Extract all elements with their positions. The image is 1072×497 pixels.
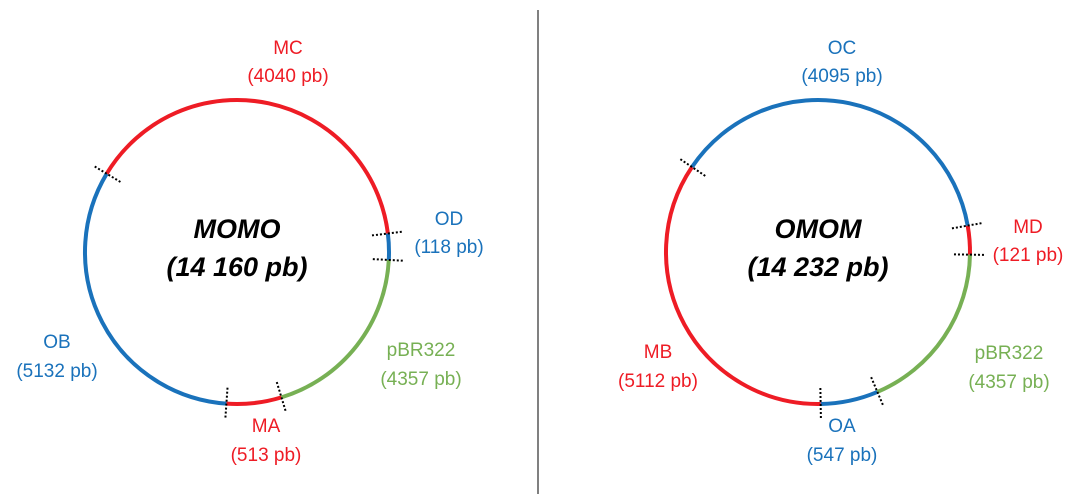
segment-size-pbr322: (4357 pb) [380, 369, 461, 390]
junction-tick [371, 230, 404, 237]
junction-tick [372, 258, 405, 262]
segment-size-od: (118 pb) [414, 237, 483, 258]
segment-arc-od [385, 233, 391, 261]
segment-size-mb: (5112 pb) [618, 371, 698, 392]
junction-tick [224, 387, 229, 420]
segment-label-pbr322: pBR322 [975, 343, 1044, 364]
segment-arc-pbr322 [280, 259, 391, 400]
segment-size-pbr322: (4357 pb) [968, 372, 1049, 393]
segment-arc-mb [664, 165, 821, 406]
segment-arc-md [965, 225, 972, 255]
segment-label-oa: OA [828, 416, 856, 437]
segment-size-ob: (5132 pb) [16, 361, 97, 382]
segment-arc-ma [226, 395, 283, 406]
segment-label-pbr322: pBR322 [387, 340, 456, 361]
segment-arc-mc [104, 98, 390, 234]
segment-label-ma: MA [252, 416, 281, 437]
junction-tick [870, 376, 885, 408]
junction-tick [819, 387, 822, 420]
plasmid-size: (14 232 pb) [747, 252, 888, 282]
segment-size-mc: (4040 pb) [247, 66, 328, 87]
segment-arc-pbr322 [876, 254, 972, 394]
plasmid-size: (14 160 pb) [166, 252, 307, 282]
junction-tick [953, 253, 986, 256]
segment-arc-oa [820, 390, 879, 406]
junction-tick [678, 157, 706, 177]
segment-size-md: (121 pb) [993, 245, 1064, 266]
junction-tick [951, 221, 984, 230]
segment-label-mc: MC [273, 38, 303, 59]
plasmid-name: OMOM [775, 214, 862, 244]
segment-size-oa: (547 pb) [807, 445, 878, 466]
segment-size-oc: (4095 pb) [801, 66, 882, 87]
junction-tick [275, 381, 288, 413]
segment-label-od: OD [435, 209, 464, 230]
junction-tick [92, 164, 121, 183]
segment-size-ma: (513 pb) [231, 445, 302, 466]
segment-arc-ob [83, 172, 227, 406]
segment-label-oc: OC [828, 38, 857, 59]
plasmid-momo: MOMO (14 160 pb) MC (4040 pb) OD (118 pb… [16, 38, 483, 466]
segment-arc-oc [690, 98, 970, 226]
segment-label-md: MD [1013, 217, 1043, 238]
segment-label-mb: MB [644, 342, 673, 363]
plasmid-name: MOMO [194, 214, 281, 244]
segment-label-ob: OB [43, 332, 70, 353]
plasmid-omom: OMOM (14 232 pb) OC (4095 pb) MD (121 pb… [618, 38, 1063, 466]
